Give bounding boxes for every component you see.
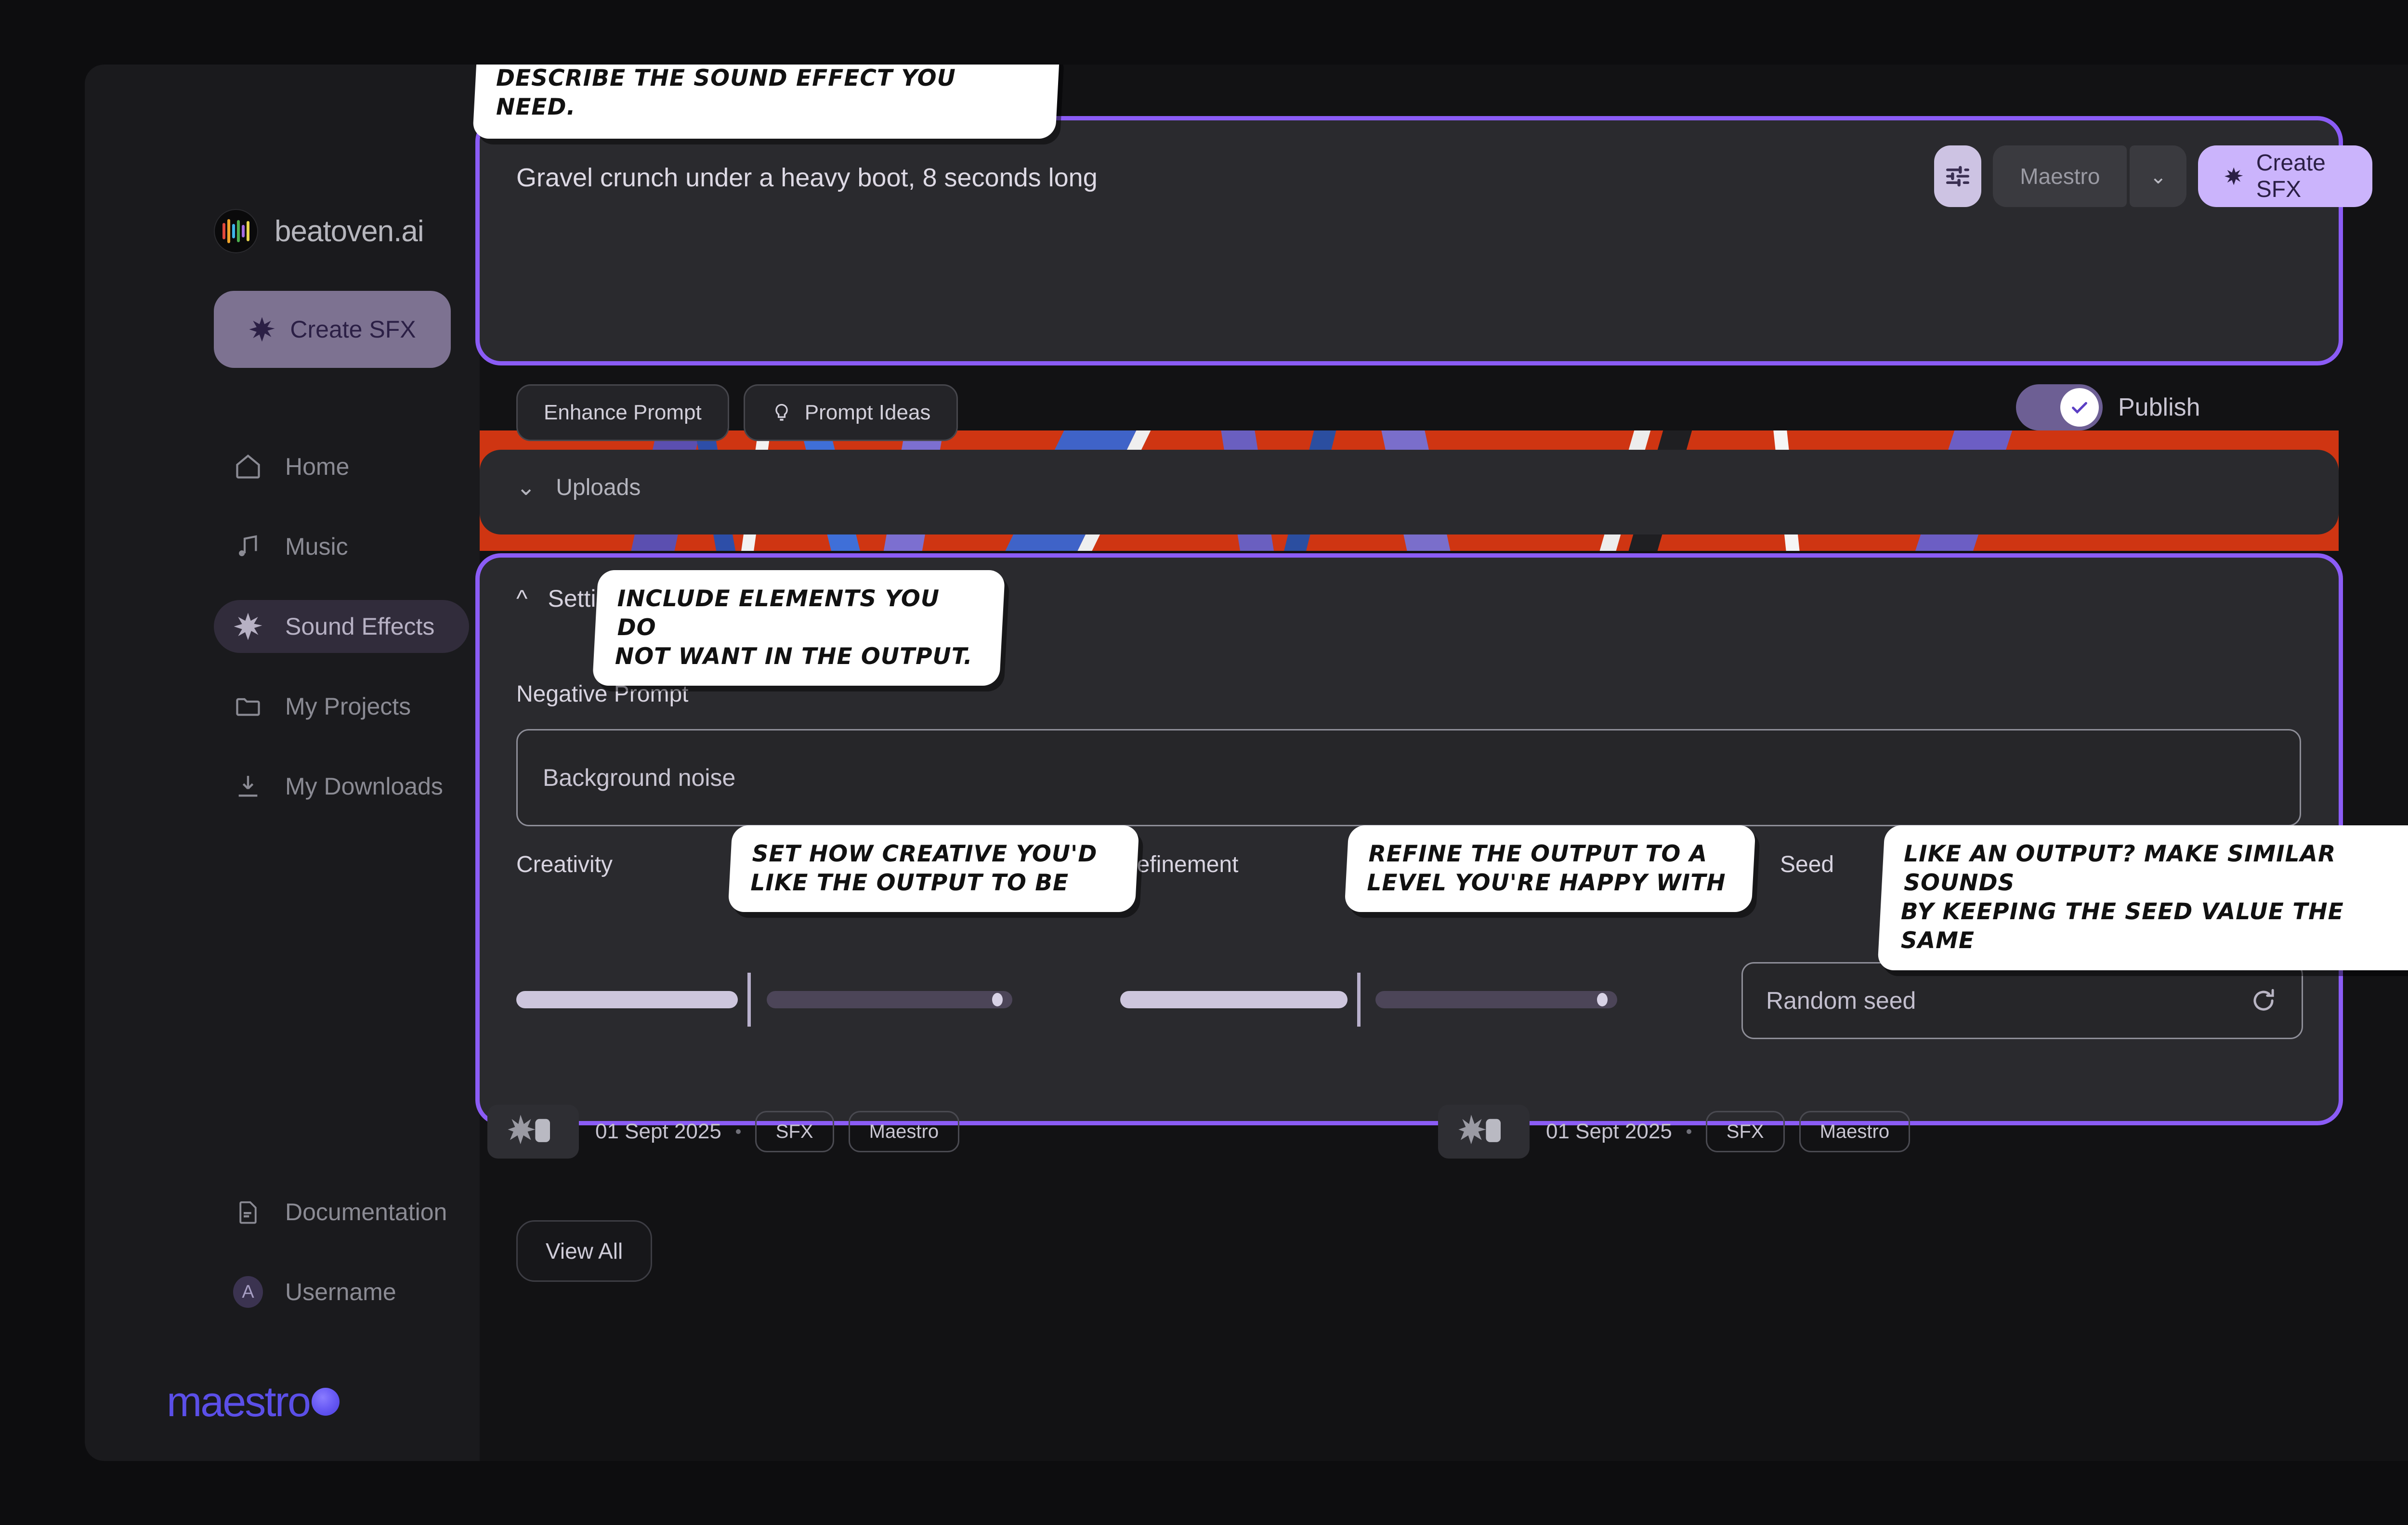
burst-icon: [508, 1115, 550, 1145]
control-labels: Creativity Refinement Seed: [480, 851, 2339, 890]
tooltip-prompt: DESCRIBE THE SOUND EFFECT YOU NEED.: [472, 65, 1060, 139]
publish-toggle-group: Publish: [2016, 384, 2200, 430]
sidebar-item-documentation[interactable]: Documentation: [214, 1186, 469, 1238]
brand: beatoven.ai: [214, 209, 424, 253]
document-icon: [233, 1199, 263, 1225]
waveform-thumbnail: [1438, 1105, 1530, 1159]
sliders-icon[interactable]: [1934, 145, 1982, 207]
card-date: 01 Sept 2025: [1546, 1120, 1672, 1143]
tooltip-seed: LIKE AN OUTPUT? MAKE SIMILAR SOUNDS BY K…: [1877, 825, 2408, 970]
model-name[interactable]: Maestro: [1993, 145, 2127, 207]
sidebar-item-label: Music: [285, 533, 348, 560]
app-window: beatoven.ai ❮ Create SFX Home: [85, 65, 2408, 1461]
sidebar-create-sfx-button[interactable]: Create SFX: [214, 291, 451, 368]
check-icon: [2072, 402, 2087, 414]
seed-label: Seed: [1780, 852, 1834, 877]
main-content: SOUND EFFECTS Gravel crunch under a heav…: [480, 65, 2408, 1461]
card-meta: 01 Sept 2025 SFX Maestro: [1546, 1111, 1911, 1152]
burst-icon: [1458, 1115, 1501, 1145]
prompt-panel: Gravel crunch under a heavy boot, 8 seco…: [480, 120, 2373, 441]
sidebar-item-label: Username: [285, 1278, 396, 1305]
card-tag: Maestro: [848, 1111, 960, 1152]
sidebar-item-label: Home: [285, 453, 350, 480]
results-row: 01 Sept 2025 SFX Maestro 01 Sept 2025 S: [480, 1105, 2339, 1201]
prompt-ideas-button[interactable]: Prompt Ideas: [743, 384, 958, 441]
sidebar-item-label: My Projects: [285, 693, 411, 720]
avatar-initial: A: [233, 1276, 263, 1308]
maestro-logo-text: maestro: [167, 1378, 311, 1425]
sidebar-nav: Home Music Sound Effects: [214, 440, 469, 840]
card-tag: SFX: [755, 1111, 834, 1152]
publish-toggle[interactable]: [2016, 384, 2103, 430]
sidebar-item-my-projects[interactable]: My Projects: [214, 680, 469, 733]
card-tag: SFX: [1705, 1111, 1785, 1152]
sidebar-item-label: Sound Effects: [285, 613, 435, 640]
maestro-logo-dot-icon: [311, 1388, 340, 1416]
chevron-down-icon: ⌄: [516, 475, 536, 500]
music-note-icon: [233, 533, 263, 560]
sidebar-item-label: My Downloads: [285, 773, 443, 800]
chevron-up-icon: ^: [516, 585, 528, 612]
refinement-slider[interactable]: [1120, 973, 1617, 1027]
beatoven-logo-icon: [214, 209, 258, 253]
sidebar: beatoven.ai ❮ Create SFX Home: [85, 65, 504, 1461]
download-icon: [233, 772, 263, 800]
home-icon: [233, 452, 263, 481]
uploads-header[interactable]: ⌄ Uploads: [516, 474, 641, 501]
burst-icon: [233, 612, 263, 641]
toggle-knob: [2060, 388, 2099, 427]
waveform-thumbnail: [487, 1105, 579, 1159]
prompt-ideas-label: Prompt Ideas: [804, 401, 931, 424]
tooltip-creativity: SET HOW CREATIVE YOU'D LIKE THE OUTPUT T…: [728, 825, 1139, 912]
prompt-toolbar: Maestro ⌄ Create SFX: [1934, 145, 2373, 207]
sidebar-item-sound-effects[interactable]: Sound Effects: [214, 600, 469, 653]
sidebar-item-label: Documentation: [285, 1199, 447, 1225]
card-meta: 01 Sept 2025 SFX Maestro: [595, 1111, 960, 1152]
refinement-label: Refinement: [1120, 852, 1239, 877]
result-card[interactable]: 01 Sept 2025 SFX Maestro: [487, 1105, 960, 1159]
sidebar-item-music[interactable]: Music: [214, 520, 469, 573]
enhance-prompt-label: Enhance Prompt: [544, 401, 702, 424]
creativity-slider[interactable]: [516, 973, 1012, 1027]
seed-input[interactable]: Random seed: [1741, 962, 2303, 1039]
create-sfx-label: Create SFX: [2256, 150, 2326, 202]
card-date: 01 Sept 2025: [595, 1120, 721, 1143]
enhance-prompt-button[interactable]: Enhance Prompt: [516, 384, 729, 441]
sidebar-item-home[interactable]: Home: [214, 440, 469, 493]
separator-dot: [1686, 1129, 1691, 1134]
uploads-label: Uploads: [556, 474, 641, 500]
brand-name: beatoven.ai: [275, 214, 424, 248]
lightbulb-icon: [775, 404, 788, 421]
burst-icon: [249, 317, 275, 342]
sidebar-item-username[interactable]: A Username: [214, 1265, 469, 1318]
create-sfx-button[interactable]: Create SFX: [2198, 145, 2373, 207]
card-tag: Maestro: [1799, 1111, 1911, 1152]
sidebar-bottom-nav: Documentation A Username: [214, 1186, 469, 1345]
sidebar-create-sfx-label: Create SFX: [290, 316, 416, 343]
tooltip-refinement: REFINE THE OUTPUT TO A LEVEL YOU'RE HAPP…: [1344, 825, 1756, 912]
maestro-footer-logo: maestro: [167, 1377, 340, 1426]
prompt-input[interactable]: Gravel crunch under a heavy boot, 8 seco…: [516, 163, 1098, 192]
model-selector[interactable]: Maestro ⌄: [1993, 145, 2187, 207]
negative-prompt-input[interactable]: Background noise: [516, 729, 2301, 826]
seed-placeholder: Random seed: [1766, 987, 1916, 1014]
view-all-label: View All: [546, 1238, 623, 1264]
sidebar-item-my-downloads[interactable]: My Downloads: [214, 760, 469, 813]
avatar: A: [233, 1276, 263, 1308]
tooltip-negative-prompt: INCLUDE ELEMENTS YOU DO NOT WANT IN THE …: [592, 570, 1006, 686]
view-all-button[interactable]: View All: [516, 1220, 653, 1282]
refresh-icon[interactable]: [2249, 986, 2278, 1016]
separator-dot: [735, 1129, 741, 1134]
burst-icon: [2225, 167, 2243, 185]
uploads-panel[interactable]: ⌄ Uploads: [480, 450, 2339, 534]
result-card[interactable]: 01 Sept 2025 SFX Maestro: [1438, 1105, 1911, 1159]
folder-icon: [233, 692, 263, 721]
chevron-down-icon[interactable]: ⌄: [2130, 145, 2187, 207]
prompt-actions: Enhance Prompt Prompt Ideas: [516, 384, 958, 441]
publish-label: Publish: [2118, 393, 2200, 421]
creativity-label: Creativity: [516, 852, 613, 877]
